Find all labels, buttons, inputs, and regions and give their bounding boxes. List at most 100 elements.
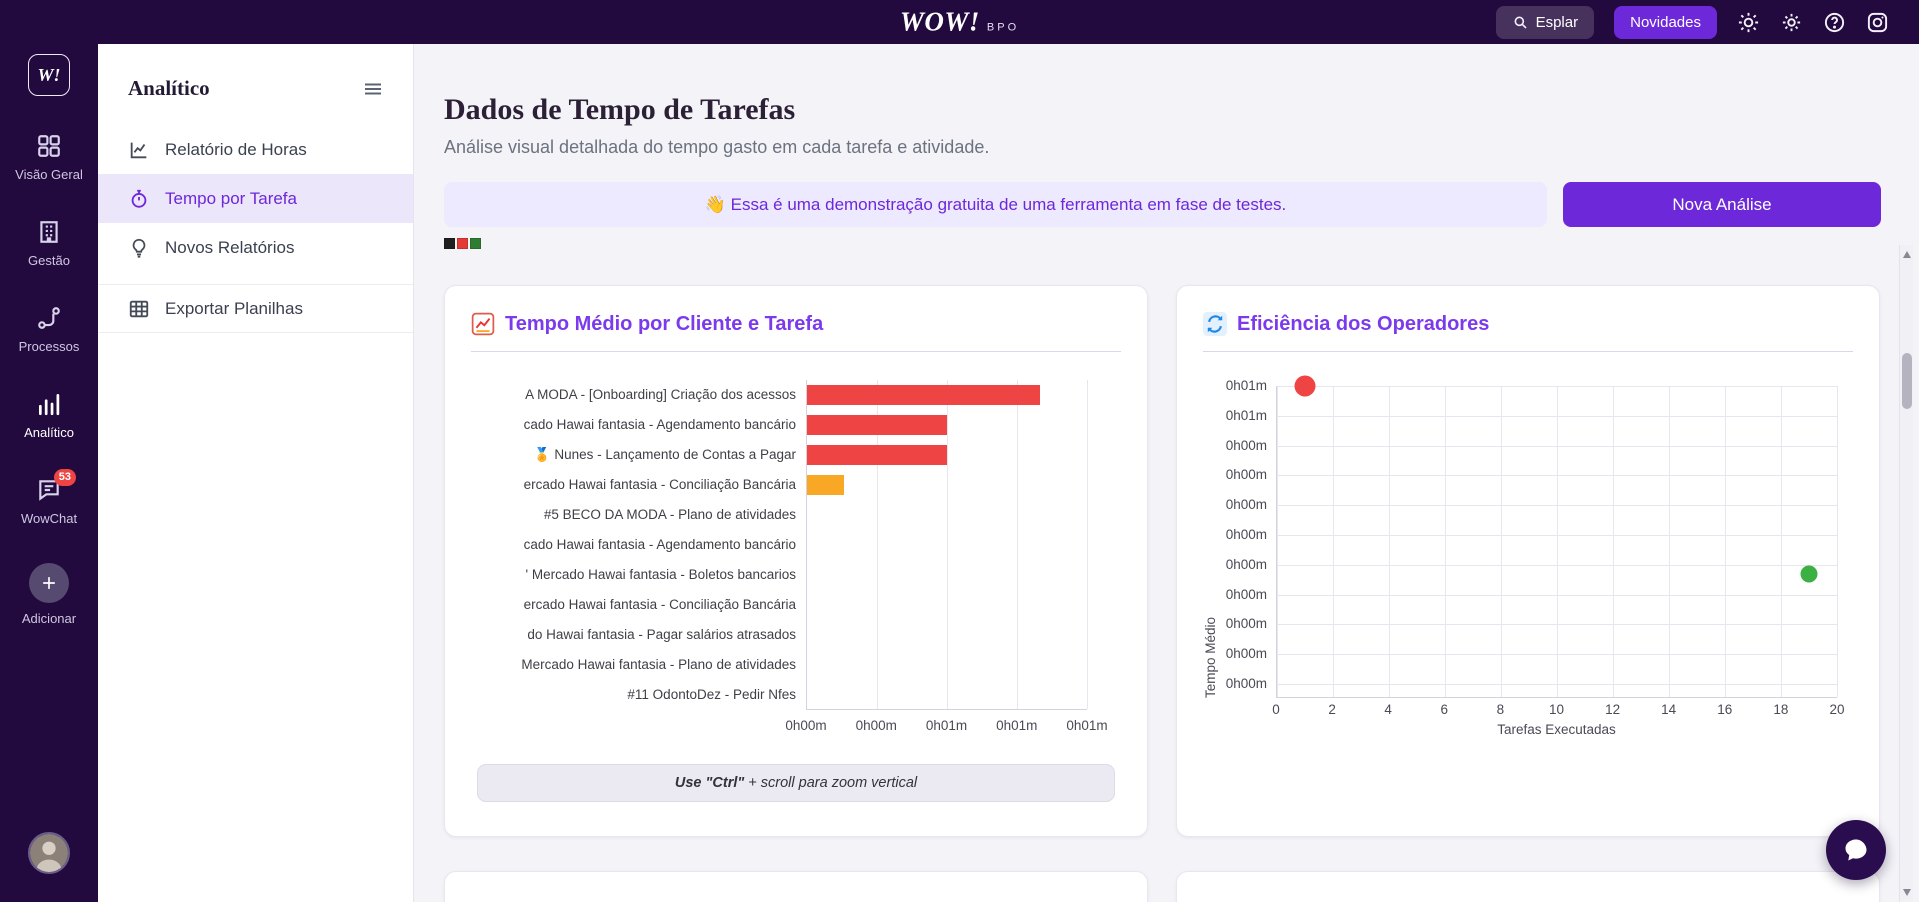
hamburger-menu-icon[interactable] — [361, 77, 385, 101]
settings-gear-icon[interactable] — [1780, 11, 1803, 34]
page-subtitle: Análise visual detalhada do tempo gasto … — [444, 137, 990, 157]
bar-x-tick-label: 0h01m — [925, 718, 968, 733]
bar-category-label: ' Mercado Hawai fantasia - Boletos banca… — [525, 567, 796, 582]
theme-toggle-sun-icon[interactable] — [1737, 11, 1760, 34]
demo-banner: 👋 Essa é uma demonstração gratuita de um… — [444, 182, 1547, 227]
scatter-y-tick-label: 0h00m — [1225, 616, 1267, 632]
search-button[interactable]: Esplar — [1495, 5, 1595, 39]
scatter-gridline — [1333, 386, 1334, 697]
scatter-gridline — [1837, 386, 1838, 697]
scatter-y-tick-label: 0h00m — [1225, 646, 1267, 662]
rail-item-adicionar[interactable]: Adicionar — [1, 563, 97, 626]
instagram-icon[interactable] — [1866, 11, 1889, 34]
news-button[interactable]: Novidades — [1614, 5, 1717, 39]
sidebar-item-novos-relatorios[interactable]: Novos Relatórios — [98, 223, 413, 272]
scatter-y-tick-label: 0h00m — [1225, 586, 1267, 602]
bar[interactable] — [807, 475, 845, 495]
mini-legend — [444, 237, 1881, 249]
bar-category-label: Mercado Hawai fantasia - Plano de ativid… — [521, 657, 796, 672]
bar-chart-gridline — [1087, 380, 1088, 709]
scatter-x-tick-label: 2 — [1328, 702, 1336, 717]
mini-legend-swatch — [444, 237, 455, 249]
bar-category-label: cado Hawai fantasia - Agendamento bancár… — [523, 537, 796, 552]
rail-item-processos[interactable]: Processos — [1, 305, 97, 354]
bar-x-tick-label: 0h01m — [996, 718, 1038, 733]
scatter-y-axis-title: Tempo Médio — [1203, 616, 1218, 698]
sidebar-item-label: Relatório de Horas — [165, 139, 307, 159]
scatter-x-tick-label: 4 — [1384, 702, 1392, 717]
scatter-chart-card: Eficiência dos Operadores Tempo Médio 0h… — [1176, 285, 1880, 837]
vertical-scrollbar[interactable] — [1899, 245, 1913, 902]
scatter-chart-title: Eficiência dos Operadores — [1237, 312, 1490, 335]
rail-item-gestao[interactable]: Gestão — [1, 219, 97, 268]
bar-chart-labels: A MODA - [Onboarding] Criação dos acesso… — [471, 380, 806, 738]
zoom-hint: Use "Ctrl" + scroll para zoom vertical — [477, 764, 1115, 802]
sidebar-item-label: Tempo por Tarefa — [165, 188, 297, 208]
bar[interactable] — [807, 415, 947, 435]
bar[interactable] — [807, 385, 1041, 405]
user-avatar[interactable] — [28, 832, 70, 874]
scatter-y-tick-label: 0h00m — [1225, 527, 1267, 542]
scatter-y-tick-label: 0h00m — [1225, 437, 1267, 453]
scatter-gridline — [1725, 386, 1726, 697]
news-button-label: Novidades — [1630, 13, 1701, 31]
chat-icon: 53 — [36, 469, 76, 503]
plus-icon — [29, 563, 69, 603]
scatter-y-tick-label: 0h00m — [1225, 556, 1267, 572]
scatter-x-axis-title: Tarefas Executadas — [1497, 722, 1616, 737]
rail-item-visao-geral[interactable]: Visão Geral — [1, 133, 97, 182]
app-logo: WOW! BPO — [900, 7, 1019, 38]
scatter-x-tick-label: 6 — [1440, 702, 1449, 717]
topbar: WOW! BPO Esplar Novidades — [0, 0, 1919, 44]
sidebar-item-exportar-planilhas[interactable]: Exportar Planilhas — [98, 284, 413, 333]
scatter-plot[interactable] — [1276, 375, 1838, 698]
scroll-up-arrow[interactable] — [1903, 251, 1911, 258]
scatter-x-tick-label: 0 — [1272, 702, 1280, 717]
bar-category-label: cado Hawai fantasia - Agendamento bancár… — [523, 417, 796, 432]
chat-fab-button[interactable] — [1826, 820, 1886, 880]
analytics-bars-icon — [36, 391, 62, 417]
bar-chart-card: Tempo Médio por Cliente e Tarefa A MODA … — [444, 285, 1148, 837]
sidebar-item-tempo-por-tarefa[interactable]: Tempo por Tarefa — [98, 174, 413, 223]
building-icon — [36, 219, 62, 245]
sidebar-item-label: Novos Relatórios — [165, 237, 295, 257]
spreadsheet-icon — [128, 298, 150, 320]
partial-card-left — [444, 871, 1148, 902]
workflow-icon — [36, 305, 62, 331]
sidebar-item-relatorio-de-horas[interactable]: Relatório de Horas — [98, 125, 413, 174]
scatter-gridline — [1501, 386, 1502, 697]
bar-chart-plot[interactable] — [806, 380, 1088, 710]
sidebar-item-label: Exportar Planilhas — [165, 298, 303, 318]
scatter-point[interactable] — [1800, 565, 1818, 583]
line-chart-icon — [128, 139, 150, 161]
scatter-y-tick-label: 0h01m — [1225, 378, 1267, 393]
analytics-sidebar: Analítico Relatório de Horas Tempo por T… — [98, 44, 414, 902]
search-button-label: Esplar — [1535, 13, 1579, 31]
scroll-down-arrow[interactable] — [1903, 889, 1911, 896]
scrollbar-thumb[interactable] — [1902, 353, 1912, 409]
scatter-x-tick-label: 12 — [1605, 702, 1621, 717]
bar-category-label: ercado Hawai fantasia - Conciliação Banc… — [523, 477, 796, 492]
scatter-gridline — [1781, 386, 1782, 697]
rail-item-label: WowChat — [20, 511, 78, 526]
bar-chart-gridline — [1017, 380, 1018, 709]
scatter-gridline — [1389, 386, 1390, 697]
bar-category-label: A MODA - [Onboarding] Criação dos acesso… — [525, 387, 796, 402]
rail-item-label: Visão Geral — [15, 167, 83, 182]
rail-item-label: Processos — [18, 339, 80, 354]
rail-item-analitico[interactable]: Analítico — [1, 391, 97, 440]
bar[interactable] — [807, 445, 947, 465]
bar-chart-title: Tempo Médio por Cliente e Tarefa — [505, 312, 824, 335]
bar-category-label: 🏅 Nunes - Lançamento de Contas a Pagar — [533, 447, 796, 462]
rail-logo[interactable]: W! — [28, 54, 70, 96]
mini-legend-swatch — [457, 237, 468, 249]
scatter-x-tick-label: 18 — [1773, 702, 1789, 717]
logo-suffix: BPO — [986, 21, 1020, 34]
scatter-gridline — [1613, 386, 1614, 697]
logo-text: WOW! — [899, 6, 980, 37]
new-analysis-button[interactable]: Nova Análise — [1563, 182, 1881, 227]
rail-item-wowchat[interactable]: 53 WowChat — [1, 469, 97, 526]
help-icon[interactable] — [1823, 11, 1846, 34]
lightbulb-icon — [128, 237, 150, 259]
scatter-point[interactable] — [1294, 375, 1316, 397]
